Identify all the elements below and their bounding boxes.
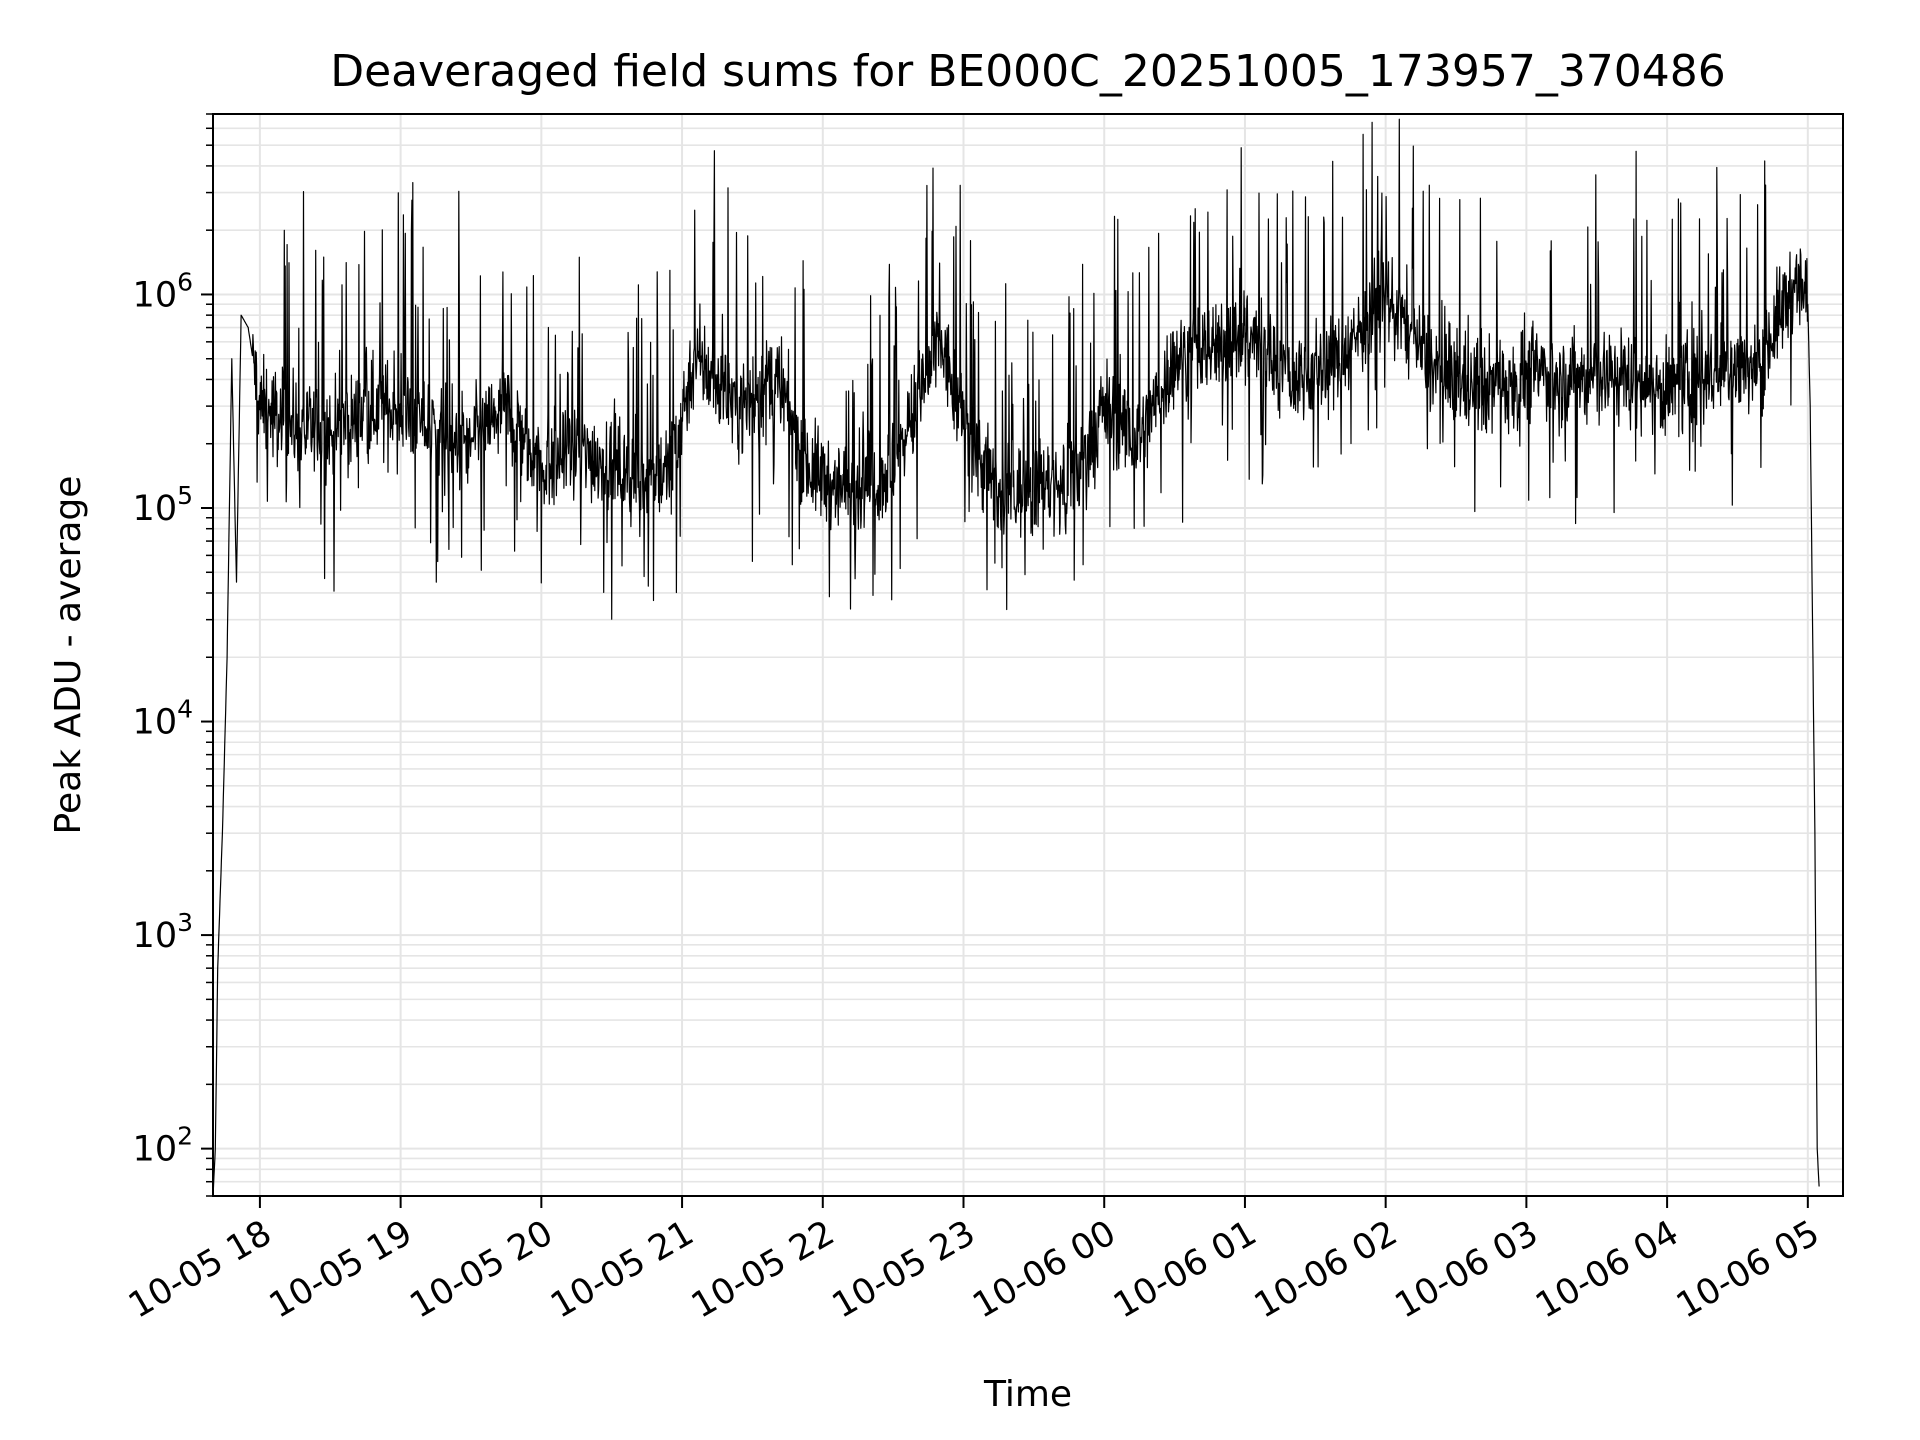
y-tick-label: 102 bbox=[133, 1122, 193, 1170]
y-tick-label: 106 bbox=[133, 267, 193, 315]
series-line bbox=[212, 118, 1820, 1197]
y-tick-label: 103 bbox=[133, 908, 193, 956]
y-axis: 102 103 104 105 106 bbox=[133, 113, 213, 1197]
x-axis-label: Time bbox=[983, 1374, 1072, 1415]
plot-frame bbox=[212, 113, 1844, 1197]
chart-title: Deaveraged field sums for BE000C_2025100… bbox=[330, 46, 1726, 97]
y-tick-label: 105 bbox=[133, 481, 193, 529]
series bbox=[212, 118, 1820, 1197]
y-axis-label: Peak ADU - average bbox=[48, 476, 89, 835]
y-tick-label: 104 bbox=[133, 695, 193, 743]
